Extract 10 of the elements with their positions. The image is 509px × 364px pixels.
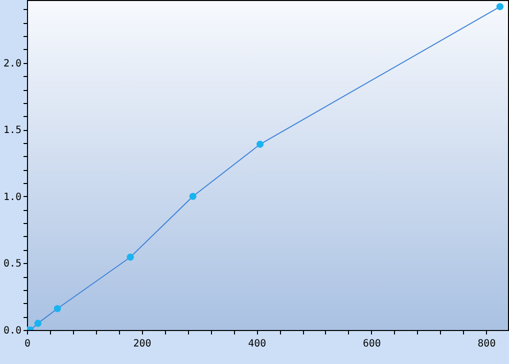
y-tick-label: 2.0 <box>3 58 22 70</box>
y-tick-label: 0.5 <box>3 258 22 270</box>
y-tick-label: 1.0 <box>3 192 22 203</box>
x-tick-label: 200 <box>133 338 152 350</box>
x-tick-label: 800 <box>478 338 496 350</box>
y-tick-label: 1.5 <box>3 125 22 136</box>
x-tick-label: 0 <box>24 338 31 350</box>
x-tick-label: 600 <box>362 338 381 350</box>
y-tick-label: 0.0 <box>3 326 22 336</box>
x-tick-label: 400 <box>248 338 266 350</box>
